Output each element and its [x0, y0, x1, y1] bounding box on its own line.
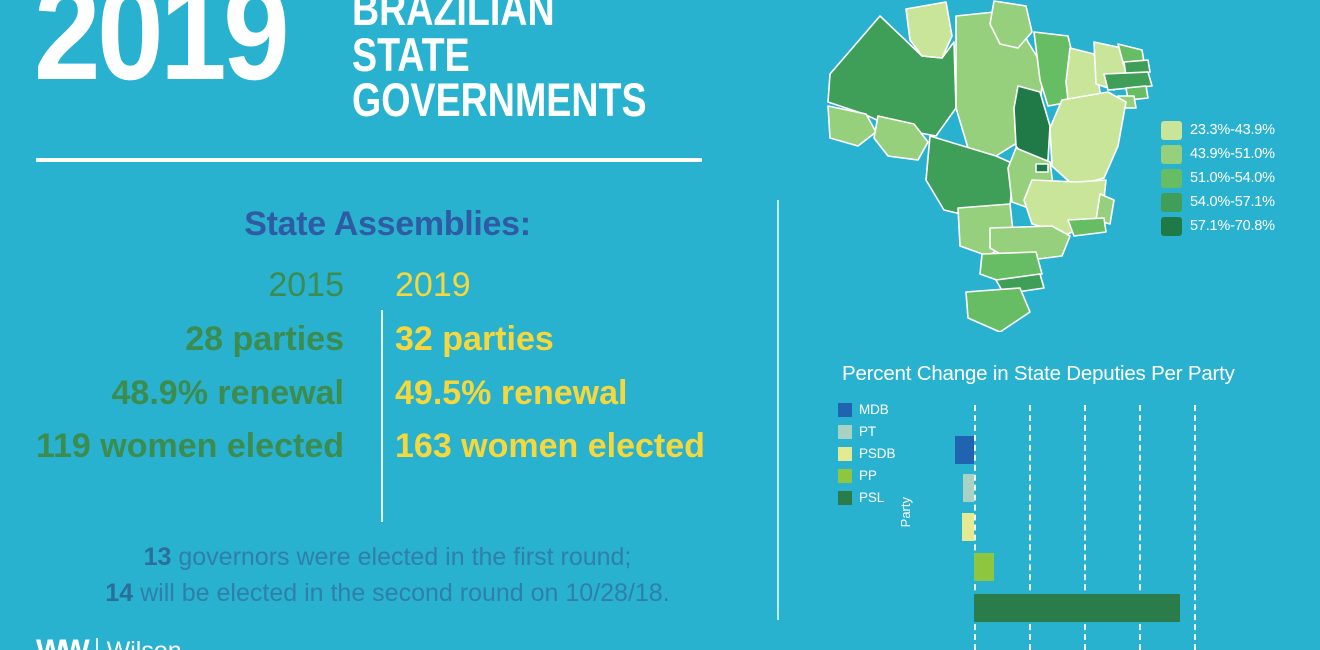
chart-legend-label: PT	[859, 424, 877, 439]
chart-legend-swatch	[838, 424, 852, 439]
footnote-governors: 13 governors were elected in the first r…	[0, 540, 775, 611]
map-legend-row: 51.0%-54.0%	[1161, 168, 1275, 188]
stat-2019-renewal: 49.5% renewal	[395, 373, 628, 412]
page-title-subject: BRAZILIAN STATE GOVERNMENTS	[352, 0, 647, 123]
map-legend-row: 54.0%-57.1%	[1161, 192, 1275, 212]
map-legend-swatch	[1161, 144, 1182, 164]
chart-legend-label: PP	[859, 468, 877, 483]
chart-gridline	[1194, 405, 1196, 650]
map-state-ap	[989, 0, 1033, 49]
map-state-rs	[965, 287, 1031, 332]
footnote-count-second-round: 14	[105, 578, 134, 607]
map-state-ac	[827, 105, 877, 147]
chart-legend-swatch	[838, 490, 852, 505]
chart-title: Percent Change in State Deputies Per Par…	[842, 362, 1235, 385]
chart-y-axis-label: Party	[898, 497, 913, 528]
chart-legend-swatch	[838, 446, 852, 461]
map-state-df	[1035, 163, 1049, 173]
map-state-pe	[1103, 71, 1153, 91]
section-title-state-assemblies: State Assemblies:	[244, 205, 531, 243]
chart-zero-line	[974, 405, 976, 650]
brazil-map	[818, 0, 1170, 332]
map-legend-swatch	[1161, 192, 1182, 212]
map-legend-label: 54.0%-57.1%	[1190, 194, 1275, 210]
column-year-2015: 2015	[268, 266, 344, 304]
stat-2015-renewal: 48.9% renewal	[111, 373, 344, 412]
chart-gridline	[1084, 405, 1086, 650]
map-state-ba	[1049, 91, 1127, 187]
map-legend-swatch	[1161, 216, 1182, 236]
chart-bar-pp	[974, 553, 994, 581]
chart-bar-psl	[974, 594, 1181, 622]
footnote-text-first-round: governors were elected in the first roun…	[171, 543, 632, 571]
footnote-count-first-round: 13	[143, 543, 172, 571]
title-line-2: STATE	[352, 27, 470, 81]
column-year-2019: 2019	[395, 266, 471, 304]
chart-bar-pt	[963, 474, 974, 502]
chart-bar-psdb	[961, 513, 974, 541]
chart-legend: MDB PT PSDB PP PSL	[838, 402, 895, 505]
stats-column-2019: 2019 32 parties 49.5% renewal 163 women …	[395, 266, 755, 465]
header-divider-rule	[36, 158, 702, 162]
page-title-year: 2019	[34, 0, 290, 108]
map-legend-label: 23.3%-43.9%	[1190, 122, 1275, 138]
map-legend-swatch	[1161, 168, 1182, 188]
map-legend-row: 23.3%-43.9%	[1161, 120, 1275, 140]
map-legend-row: 43.9%-51.0%	[1161, 144, 1275, 164]
title-line-1: BRAZILIAN	[352, 0, 555, 35]
chart-legend-label: MDB	[859, 402, 889, 417]
stat-2015-women-elected: 119 women elected	[35, 426, 344, 465]
chart-legend-swatch	[838, 468, 852, 483]
map-legend-label: 43.9%-51.0%	[1190, 146, 1275, 162]
chart-legend-swatch	[838, 402, 852, 417]
map-state-ro	[873, 115, 929, 161]
chart-legend-row: MDB	[838, 402, 895, 417]
header: 2019 BRAZILIAN STATE GOVERNMENTS	[0, 0, 790, 180]
stat-2019-women-elected: 163 women elected	[395, 426, 705, 465]
brazil-map-svg	[827, 0, 1153, 332]
bar-chart: Party	[898, 405, 1220, 650]
chart-legend-row: PSDB	[838, 446, 895, 461]
map-legend-swatch	[1161, 120, 1182, 140]
map-legend: 23.3%-43.9% 43.9%-51.0% 51.0%-54.0% 54.0%-5…	[1161, 120, 1275, 236]
title-line-3: GOVERNMENTS	[352, 73, 647, 127]
footnote-line-1: 13 governors were elected in the first r…	[0, 540, 775, 576]
map-legend-label: 57.1%-70.8%	[1190, 218, 1275, 234]
chart-legend-row: PSL	[838, 490, 895, 505]
map-state-rr	[905, 1, 953, 59]
chart-gridline	[1139, 405, 1141, 650]
map-state-rj	[1067, 217, 1107, 237]
map-state-es	[1095, 193, 1115, 225]
wilson-logo-mark: WW	[36, 636, 90, 650]
chart-legend-label: PSL	[859, 490, 885, 505]
map-legend-label: 51.0%-54.0%	[1190, 170, 1275, 186]
chart-bar-mdb	[954, 436, 974, 464]
stat-2019-parties: 32 parties	[395, 319, 554, 358]
column-divider	[381, 310, 383, 522]
wilson-logo-divider	[95, 638, 98, 650]
stats-column-2015: 2015 28 parties 48.9% renewal 119 women …	[8, 266, 368, 465]
map-legend-row: 57.1%-70.8%	[1161, 216, 1275, 236]
wilson-logo-wordmark: Wilson	[107, 638, 182, 650]
footnote-line-2: 14 will be elected in the second round o…	[0, 576, 775, 612]
chart-gridline	[1029, 405, 1031, 650]
stat-2015-parties: 28 parties	[185, 319, 344, 358]
footnote-text-second-round: will be elected in the second round on 1…	[133, 578, 670, 607]
chart-plot-area	[930, 405, 1220, 650]
chart-legend-label: PSDB	[859, 446, 896, 461]
chart-legend-row: PT	[838, 424, 895, 439]
panel-divider	[777, 200, 779, 620]
chart-legend-row: PP	[838, 468, 895, 483]
wilson-center-logo: WW Wilson	[36, 636, 182, 650]
